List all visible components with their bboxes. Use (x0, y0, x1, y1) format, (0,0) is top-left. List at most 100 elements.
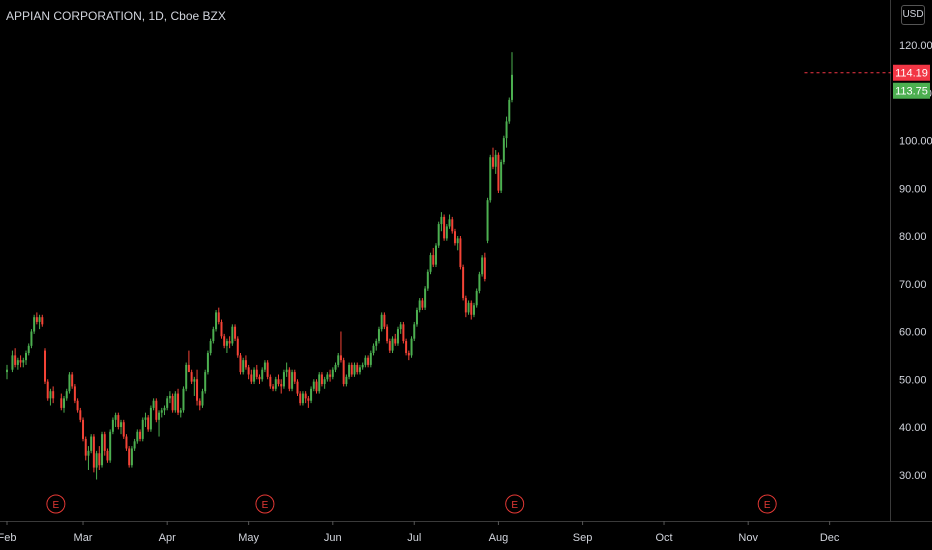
candle-down (103, 434, 106, 451)
candle-down (196, 379, 199, 401)
earnings-marker[interactable] (505, 494, 525, 514)
candle-up (204, 372, 207, 392)
candle-up (185, 364, 188, 389)
candle-down (293, 372, 296, 382)
candle-down (79, 410, 82, 420)
candle-up (212, 329, 215, 342)
candle-up (111, 419, 114, 432)
candle-up (380, 314, 383, 330)
earnings-marker[interactable] (757, 494, 777, 514)
earnings-marker-label: E (511, 500, 518, 511)
last-price-label: 114.19 (895, 68, 928, 80)
candle-down (76, 400, 79, 411)
candle-down (280, 384, 283, 387)
candles (6, 52, 513, 480)
x-tick-label: Dec (820, 532, 840, 544)
candle-up (11, 355, 14, 370)
x-tick-label: Sep (573, 532, 593, 544)
candle-up (410, 338, 413, 356)
candle-down (35, 317, 38, 322)
y-tick-label: 60.00 (899, 327, 927, 339)
price-axis[interactable]: 120.00110.00100.0090.0080.0070.0060.0050… (899, 40, 932, 482)
candle-down (117, 415, 120, 427)
candle-up (206, 352, 209, 373)
candle-up (337, 355, 340, 365)
candle-down (14, 355, 17, 365)
candle-up (348, 364, 351, 377)
candle-up (467, 302, 470, 313)
candle-down (234, 326, 237, 339)
candle-up (141, 419, 144, 439)
x-tick-label: May (238, 532, 259, 544)
earnings-marker[interactable] (46, 494, 66, 514)
candle-up (291, 372, 294, 389)
candle-up (193, 379, 196, 382)
earnings-marker-label: E (262, 500, 269, 511)
currency-button[interactable]: USD (901, 5, 925, 25)
candle-up (508, 99, 511, 122)
candle-down (407, 352, 410, 356)
candle-down (46, 381, 49, 399)
candle-down (497, 154, 500, 191)
x-tick-label: Mar (74, 532, 93, 544)
candle-down (223, 336, 226, 346)
candle-down (258, 376, 261, 380)
candle-down (320, 374, 323, 385)
candle-down (217, 312, 220, 322)
candle-up (456, 238, 459, 244)
candle-down (84, 438, 87, 456)
y-tick-label: 100.00 (899, 136, 932, 148)
candle-down (288, 369, 291, 389)
candle-up (109, 431, 112, 461)
x-tick-label: Nov (738, 532, 758, 544)
candle-up (429, 255, 432, 272)
candle-up (489, 157, 492, 201)
candle-down (125, 436, 128, 449)
last-price-badge (893, 64, 930, 81)
candle-down (82, 419, 85, 439)
candle-up (353, 364, 356, 375)
candle-up (478, 274, 481, 291)
candle-down (342, 360, 345, 385)
candle-up (494, 154, 497, 167)
candle-down (464, 298, 467, 313)
candle-down (350, 364, 353, 375)
candle-up (282, 372, 285, 387)
candle-up (168, 395, 171, 399)
candle-up (312, 381, 315, 389)
candle-up (261, 369, 264, 380)
candle-up (179, 410, 182, 413)
second-price-label: 113.75 (895, 86, 928, 98)
candle-down (421, 300, 424, 308)
candle-up (130, 448, 133, 466)
candle-down (128, 448, 131, 466)
candle-up (481, 257, 484, 275)
candle-down (307, 398, 310, 401)
candle-up (331, 369, 334, 377)
candle-down (453, 231, 456, 244)
y-tick-label: 50.00 (899, 374, 927, 386)
x-tick-label: Apr (159, 532, 176, 544)
candle-down (190, 372, 193, 382)
candle-up (475, 290, 478, 306)
candle-down (177, 393, 180, 413)
candle-up (345, 376, 348, 385)
candle-down (60, 398, 63, 408)
candle-up (120, 422, 123, 427)
candle-down (383, 314, 386, 327)
candle-down (388, 341, 391, 351)
candle-up (301, 393, 304, 404)
candle-up (95, 453, 98, 468)
candle-down (483, 257, 486, 279)
y-tick-label: 70.00 (899, 279, 927, 291)
earnings-marker[interactable] (255, 494, 275, 514)
candle-up (152, 400, 155, 408)
candle-down (329, 374, 332, 377)
candle-up (500, 161, 503, 191)
candle-up (448, 219, 451, 227)
candle-down (402, 324, 405, 342)
time-axis[interactable]: Feb Mar Apr May Jun Jul Aug Sep Oct Nov Dec (0, 521, 840, 544)
x-tick-label: Jun (324, 532, 342, 544)
